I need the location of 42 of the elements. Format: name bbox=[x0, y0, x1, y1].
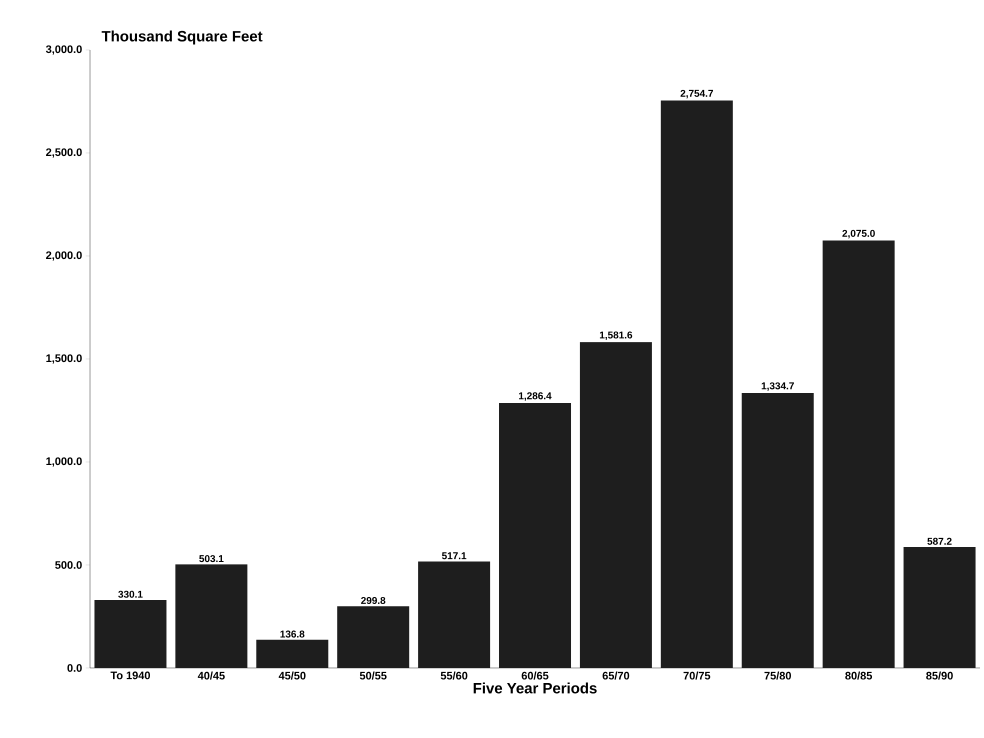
bar bbox=[256, 640, 328, 668]
data-label: 1,581.6 bbox=[600, 331, 632, 340]
y-axis-title: Thousand Square Feet bbox=[102, 30, 262, 44]
x-tick-label: 45/50 bbox=[278, 672, 306, 680]
x-tick-label: 70/75 bbox=[684, 672, 710, 680]
y-tick-label: 3,000.0 bbox=[46, 45, 82, 55]
bar bbox=[580, 342, 652, 668]
data-label: 2,075.0 bbox=[842, 230, 875, 238]
x-tick-label: 40/45 bbox=[198, 672, 225, 680]
data-label: 2,754.7 bbox=[680, 90, 714, 98]
bar bbox=[499, 402, 572, 668]
bar bbox=[418, 561, 490, 668]
y-tick-label: 2,000.0 bbox=[46, 251, 82, 261]
bar bbox=[660, 100, 733, 668]
data-label: 1,334.7 bbox=[762, 382, 794, 391]
bar bbox=[742, 393, 814, 668]
bar bbox=[94, 600, 166, 668]
data-label: 587.2 bbox=[927, 538, 952, 545]
y-tick-label: 0.0 bbox=[67, 664, 82, 672]
x-tick-label: 60/65 bbox=[522, 672, 548, 680]
x-tick-label: To 1940 bbox=[110, 672, 150, 680]
x-tick-label: 80/85 bbox=[845, 672, 872, 680]
x-tick-label: 65/70 bbox=[602, 672, 630, 680]
data-label: 1,286.4 bbox=[519, 392, 552, 401]
x-tick-label: 85/90 bbox=[926, 672, 953, 680]
y-tick-label: 1,000.0 bbox=[46, 457, 82, 467]
x-tick-label: 75/80 bbox=[764, 672, 791, 680]
bar bbox=[904, 547, 976, 668]
y-tick-label: 500.0 bbox=[55, 561, 82, 569]
data-label: 136.8 bbox=[280, 630, 304, 638]
data-label: 517.1 bbox=[442, 552, 466, 560]
data-label: 503.1 bbox=[199, 555, 224, 562]
bar bbox=[175, 564, 248, 668]
y-tick-label: 2,500.0 bbox=[46, 148, 82, 158]
x-axis-title: Five Year Periods bbox=[474, 682, 597, 694]
x-tick-label: 50/55 bbox=[360, 672, 387, 680]
data-label: 299.8 bbox=[361, 596, 386, 604]
x-tick-label: 55/60 bbox=[440, 672, 468, 680]
bar bbox=[337, 606, 410, 668]
y-tick-label: 1,500.0 bbox=[46, 354, 82, 364]
data-label: 330.1 bbox=[118, 590, 143, 598]
bar bbox=[822, 240, 895, 668]
